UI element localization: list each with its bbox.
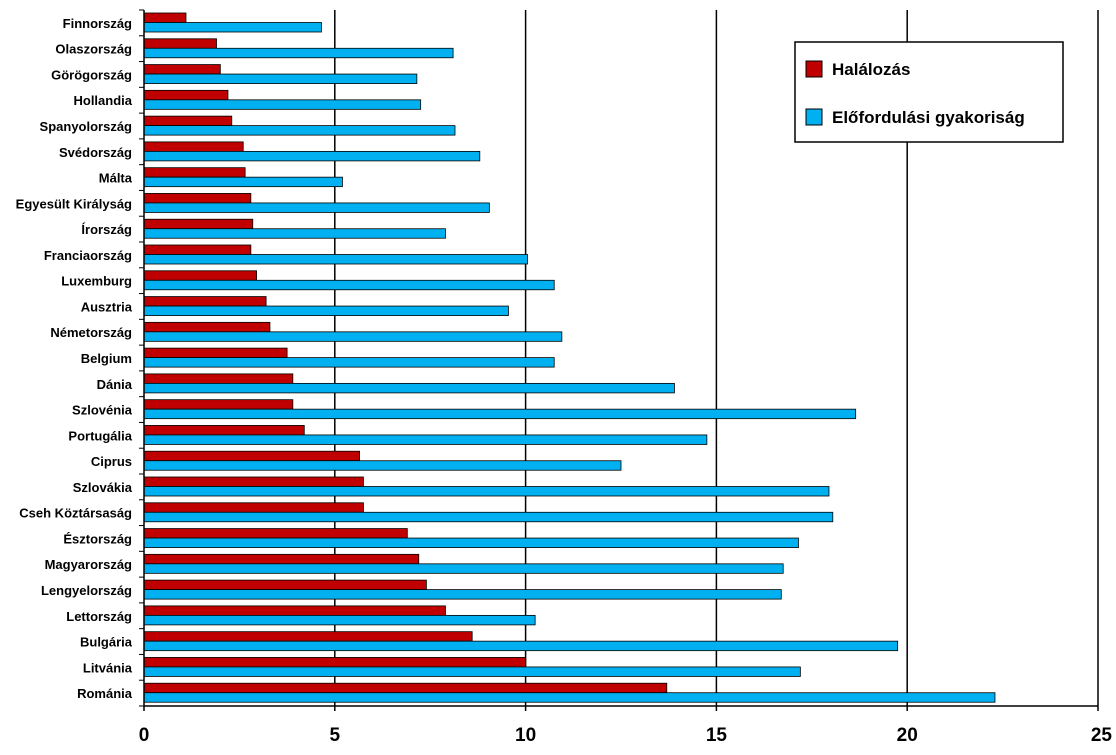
bar-halalozas-17 <box>143 450 361 462</box>
bar-halalozas-23 <box>143 605 446 616</box>
legend: Halálozás Előfordulási gyakoriság <box>794 41 1064 143</box>
bar-halalozas-2 <box>143 64 221 75</box>
legend-label-eloforfulasi: Előfordulási gyakoriság <box>832 108 1025 127</box>
bar-eloforfulasi-20 <box>143 537 799 548</box>
bar-eloforfulasi-1 <box>143 47 454 59</box>
bar-halalozas-16 <box>143 425 305 436</box>
bar-halalozas-9 <box>143 244 252 255</box>
bar-eloforfulasi-3 <box>143 99 422 110</box>
category-label-9: Franciaország <box>44 248 132 263</box>
bar-halalozas-19 <box>143 502 364 513</box>
category-labels: Finnország Olaszország Görögország Hollandi… <box>16 16 133 701</box>
bar-eloforfulasi-11 <box>143 305 509 316</box>
bar-halalozas-22 <box>143 579 427 591</box>
category-label-6: Málta <box>99 171 133 186</box>
bar-eloforfulasi-24 <box>143 640 899 652</box>
bar-eloforfulasi-8 <box>143 228 446 239</box>
bar-eloforfulasi-13 <box>143 357 555 368</box>
bar-halalozas-10 <box>143 270 257 281</box>
category-label-8: Írország <box>81 222 132 237</box>
category-label-22: Lengyelország <box>41 583 132 598</box>
legend-label-halalozas: Halálozás <box>832 60 910 79</box>
category-label-18: Szlovákia <box>73 480 133 495</box>
bar-halalozas-25 <box>143 657 527 668</box>
bar-halalozas-5 <box>143 141 244 152</box>
category-label-25: Litvánia <box>83 660 133 675</box>
x-tick-label-5: 5 <box>330 725 341 746</box>
category-label-23: Lettország <box>66 609 132 624</box>
bar-halalozas-20 <box>143 528 408 539</box>
bar-eloforfulasi-4 <box>143 125 456 136</box>
x-tick-label-25: 25 <box>1091 725 1113 746</box>
bars <box>143 12 996 703</box>
bar-eloforfulasi-25 <box>143 666 801 677</box>
bar-eloforfulasi-9 <box>143 254 528 265</box>
bar-eloforfulasi-18 <box>143 486 830 497</box>
bar-eloforfulasi-16 <box>143 434 708 445</box>
bar-halalozas-7 <box>143 193 252 204</box>
category-label-4: Spanyolország <box>40 119 133 134</box>
x-tick-label-10: 10 <box>515 725 536 746</box>
category-label-17: Ciprus <box>91 454 132 469</box>
category-label-16: Portugália <box>68 428 132 443</box>
bar-eloforfulasi-14 <box>143 382 675 394</box>
bar-halalozas-21 <box>143 553 420 565</box>
x-tick-labels: 0 5 10 15 20 25 <box>139 725 1113 746</box>
bar-halalozas-6 <box>143 167 246 178</box>
axes <box>139 9 1099 711</box>
bar-halalozas-4 <box>143 115 233 127</box>
bar-eloforfulasi-21 <box>143 563 784 574</box>
bar-halalozas-11 <box>143 296 267 307</box>
bar-eloforfulasi-7 <box>143 202 490 213</box>
category-label-26: Románia <box>77 686 133 701</box>
bar-halalozas-24 <box>143 631 473 642</box>
bar-eloforfulasi-0 <box>143 22 322 33</box>
bar-eloforfulasi-26 <box>143 692 996 703</box>
category-label-3: Hollandia <box>73 93 132 108</box>
bar-halalozas-14 <box>143 373 294 384</box>
bar-eloforfulasi-15 <box>143 408 857 420</box>
x-tick-label-0: 0 <box>139 725 150 746</box>
category-label-15: Szlovénia <box>72 403 133 418</box>
bar-halalozas-8 <box>143 218 254 230</box>
bar-halalozas-12 <box>143 321 271 333</box>
bar-halalozas-0 <box>143 12 187 23</box>
bar-halalozas-3 <box>143 89 229 101</box>
bar-halalozas-13 <box>143 347 288 359</box>
bar-eloforfulasi-22 <box>143 589 782 600</box>
bar-eloforfulasi-2 <box>143 73 418 84</box>
category-label-21: Magyarország <box>45 557 132 572</box>
category-label-19: Cseh Köztársaság <box>19 506 132 521</box>
category-label-13: Belgium <box>81 351 132 366</box>
category-label-10: Luxemburg <box>61 274 132 289</box>
bar-halalozas-1 <box>143 38 217 49</box>
category-label-11: Ausztria <box>81 299 133 314</box>
bar-eloforfulasi-19 <box>143 511 834 523</box>
category-label-24: Bulgária <box>80 635 133 650</box>
category-label-20: Észtország <box>63 531 132 546</box>
legend-swatch-halalozas <box>805 60 823 78</box>
bar-eloforfulasi-12 <box>143 331 563 342</box>
bar-eloforfulasi-23 <box>143 614 536 626</box>
legend-box <box>794 41 1064 143</box>
category-label-7: Egyesült Királyság <box>16 196 132 211</box>
bar-halalozas-15 <box>143 399 294 410</box>
bar-halalozas-18 <box>143 476 364 487</box>
bar-eloforfulasi-17 <box>143 460 622 471</box>
category-label-0: Finnország <box>63 16 132 31</box>
x-tick-label-20: 20 <box>897 725 918 746</box>
bar-eloforfulasi-6 <box>143 176 343 188</box>
legend-swatch-eloforfulasi <box>805 108 823 126</box>
bar-halalozas-26 <box>143 682 668 694</box>
x-tick-label-15: 15 <box>706 725 728 746</box>
category-label-14: Dánia <box>97 377 133 392</box>
category-label-5: Svédország <box>59 145 132 160</box>
category-label-2: Görögország <box>51 67 132 82</box>
category-label-12: Németország <box>50 325 132 340</box>
bar-eloforfulasi-10 <box>143 279 555 291</box>
bar-eloforfulasi-5 <box>143 150 481 162</box>
category-label-1: Olaszország <box>55 42 132 57</box>
